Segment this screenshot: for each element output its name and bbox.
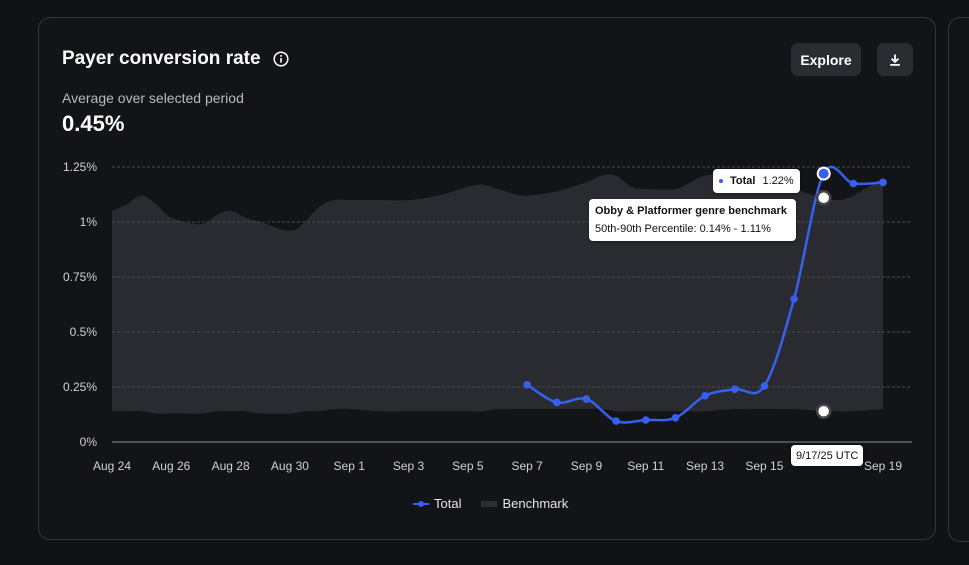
total-data-point[interactable] bbox=[553, 398, 561, 407]
total-data-point[interactable] bbox=[760, 382, 769, 390]
total-data-point[interactable] bbox=[730, 385, 739, 394]
total-tooltip: Total 1.22% bbox=[713, 169, 800, 193]
total-data-point[interactable] bbox=[671, 414, 680, 422]
x-tick-label: Sep 19 bbox=[864, 459, 902, 473]
x-tick-label: Sep 9 bbox=[571, 459, 603, 473]
hover-benchmark-upper-marker bbox=[815, 190, 832, 206]
card-subtitle: Average over selected period bbox=[62, 90, 244, 106]
total-data-point[interactable] bbox=[582, 395, 591, 403]
y-tick-label: 0.75% bbox=[63, 270, 97, 284]
total-data-point[interactable] bbox=[849, 179, 858, 188]
legend-item-benchmark[interactable]: Benchmark bbox=[481, 496, 568, 511]
adjacent-card-edge bbox=[948, 17, 969, 542]
x-axis-ticks: Aug 24 Aug 26 Aug 28 Aug 30 Sep 1 Sep 3 Sep 5 S… bbox=[93, 459, 902, 473]
legend-item-total[interactable]: Total bbox=[413, 496, 461, 511]
total-tooltip-dot bbox=[719, 179, 723, 183]
download-button[interactable] bbox=[877, 43, 913, 76]
y-tick-label: 1.25% bbox=[63, 160, 97, 174]
benchmark-tooltip: Obby & Platformer genre benchmark 50th-9… bbox=[589, 199, 796, 241]
total-tooltip-label: Total bbox=[730, 175, 756, 187]
total-data-point[interactable] bbox=[701, 392, 709, 400]
x-tick-label: Sep 11 bbox=[627, 459, 664, 473]
x-tick-label: Sep 1 bbox=[334, 459, 366, 473]
benchmark-tooltip-title: Obby & Platformer genre benchmark bbox=[595, 205, 787, 217]
hover-benchmark-lower-marker bbox=[815, 403, 832, 419]
download-icon bbox=[890, 54, 900, 66]
total-data-point[interactable] bbox=[879, 178, 887, 187]
total-data-point[interactable] bbox=[612, 417, 620, 425]
legend-total-marker bbox=[413, 499, 429, 509]
x-tick-label: Sep 5 bbox=[452, 459, 484, 473]
explore-button[interactable]: Explore bbox=[791, 43, 861, 76]
total-data-point[interactable] bbox=[641, 416, 650, 424]
x-tick-label: Sep 15 bbox=[745, 459, 783, 473]
total-data-point[interactable] bbox=[523, 381, 531, 389]
hover-markers bbox=[815, 166, 832, 419]
x-tick-label: Sep 3 bbox=[393, 459, 425, 473]
y-tick-label: 0% bbox=[80, 435, 98, 449]
y-tick-label: 0.5% bbox=[70, 325, 98, 339]
grid-layer bbox=[112, 166, 912, 443]
total-data-point[interactable] bbox=[790, 295, 798, 303]
legend-benchmark-label: Benchmark bbox=[502, 496, 569, 511]
x-tick-label: Aug 30 bbox=[271, 459, 309, 473]
hover-total-marker bbox=[816, 166, 831, 181]
legend-total-label: Total bbox=[434, 496, 462, 511]
y-axis-ticks: 0% 0.25% 0.5% 0.75% 1% 1.25% bbox=[63, 160, 97, 449]
legend-benchmark-marker bbox=[481, 500, 498, 507]
chart-legend: Total Benchmark bbox=[413, 496, 588, 511]
x-tick-label: Sep 7 bbox=[511, 459, 543, 473]
x-tick-label: Sep 13 bbox=[686, 459, 724, 473]
y-tick-label: 0.25% bbox=[63, 380, 97, 394]
y-tick-label: 1% bbox=[80, 215, 98, 229]
card-title: Payer conversion rate bbox=[62, 48, 261, 69]
x-tick-label: Aug 28 bbox=[212, 459, 250, 473]
average-metric-value: 0.45% bbox=[62, 111, 125, 136]
benchmark-tooltip-range: 50th-90th Percentile: 0.14% - 1.11% bbox=[595, 223, 771, 235]
total-tooltip-value: 1.22% bbox=[762, 175, 794, 187]
info-icon[interactable] bbox=[273, 51, 289, 67]
x-tick-label: Aug 24 bbox=[93, 459, 131, 473]
hover-date-label: 9/17/25 UTC bbox=[791, 445, 864, 466]
x-tick-label: Aug 26 bbox=[152, 459, 190, 473]
